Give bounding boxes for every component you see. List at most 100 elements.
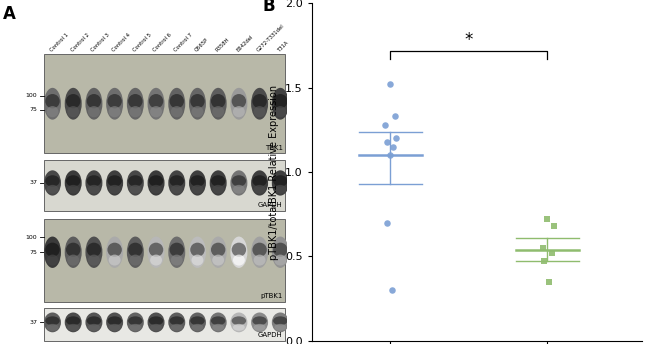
Ellipse shape [170, 243, 184, 257]
Point [389, 114, 400, 119]
Text: TBK1: TBK1 [264, 145, 283, 151]
Ellipse shape [65, 312, 82, 332]
Text: 37: 37 [29, 181, 38, 185]
Ellipse shape [211, 243, 226, 257]
Text: 37: 37 [29, 320, 38, 325]
Ellipse shape [168, 237, 185, 268]
Ellipse shape [253, 255, 266, 266]
Ellipse shape [47, 106, 58, 117]
Ellipse shape [171, 106, 183, 117]
Ellipse shape [86, 170, 102, 196]
Ellipse shape [251, 312, 268, 332]
Ellipse shape [88, 324, 100, 331]
Ellipse shape [88, 185, 100, 194]
Ellipse shape [150, 324, 162, 331]
Text: 100: 100 [26, 93, 38, 98]
Ellipse shape [67, 185, 79, 194]
Ellipse shape [170, 316, 184, 325]
Text: Control 3: Control 3 [90, 32, 111, 52]
Ellipse shape [47, 324, 58, 331]
Text: E642del: E642del [235, 34, 254, 52]
Ellipse shape [231, 312, 248, 332]
Point [537, 245, 548, 250]
Ellipse shape [109, 255, 121, 266]
Ellipse shape [213, 106, 224, 117]
Ellipse shape [108, 243, 122, 257]
Ellipse shape [127, 312, 144, 332]
Ellipse shape [231, 170, 248, 196]
Ellipse shape [251, 170, 268, 196]
Ellipse shape [88, 106, 100, 117]
Ellipse shape [148, 237, 165, 268]
Ellipse shape [66, 94, 80, 108]
Text: 100: 100 [26, 235, 38, 240]
Ellipse shape [47, 255, 58, 266]
Ellipse shape [150, 106, 162, 117]
Ellipse shape [148, 312, 165, 332]
Text: Control 7: Control 7 [173, 32, 194, 52]
Ellipse shape [232, 175, 246, 187]
Ellipse shape [67, 106, 79, 117]
Ellipse shape [168, 312, 185, 332]
Text: 75: 75 [29, 250, 38, 255]
Text: Control 4: Control 4 [111, 32, 132, 52]
Ellipse shape [65, 88, 82, 120]
Ellipse shape [127, 170, 144, 196]
Ellipse shape [148, 170, 165, 196]
Ellipse shape [171, 255, 183, 266]
Text: T31A: T31A [277, 39, 290, 52]
Ellipse shape [189, 237, 206, 268]
Point [544, 279, 554, 284]
Ellipse shape [233, 106, 245, 117]
Ellipse shape [210, 312, 227, 332]
Ellipse shape [44, 170, 61, 196]
Ellipse shape [211, 175, 226, 187]
Ellipse shape [127, 237, 144, 268]
Ellipse shape [67, 255, 79, 266]
Ellipse shape [168, 170, 185, 196]
Ellipse shape [109, 324, 121, 331]
Point [385, 82, 395, 87]
Ellipse shape [191, 175, 205, 187]
Ellipse shape [45, 316, 60, 325]
Ellipse shape [233, 324, 245, 331]
Text: Control 6: Control 6 [152, 32, 173, 52]
Ellipse shape [150, 255, 162, 266]
Ellipse shape [252, 175, 267, 187]
Ellipse shape [130, 255, 141, 266]
Ellipse shape [189, 312, 206, 332]
Point [380, 122, 391, 128]
Ellipse shape [45, 94, 60, 108]
Ellipse shape [108, 175, 122, 187]
Ellipse shape [231, 237, 248, 268]
Ellipse shape [231, 88, 248, 120]
Ellipse shape [47, 185, 58, 194]
Ellipse shape [232, 243, 246, 257]
Ellipse shape [44, 237, 61, 268]
Ellipse shape [189, 88, 206, 120]
Ellipse shape [168, 88, 185, 120]
Text: R358H: R358H [214, 36, 231, 52]
Text: G272-T331del: G272-T331del [256, 23, 286, 52]
Y-axis label: pTBK1/totalBK1 Relative Expression: pTBK1/totalBK1 Relative Expression [270, 84, 279, 260]
Ellipse shape [252, 316, 267, 325]
Ellipse shape [273, 316, 288, 325]
Ellipse shape [149, 94, 163, 108]
Ellipse shape [191, 316, 205, 325]
Ellipse shape [192, 255, 203, 266]
Ellipse shape [213, 324, 224, 331]
Ellipse shape [171, 324, 183, 331]
Ellipse shape [128, 175, 143, 187]
Point [385, 152, 395, 158]
Ellipse shape [87, 175, 101, 187]
Ellipse shape [109, 106, 121, 117]
Ellipse shape [65, 237, 82, 268]
Ellipse shape [233, 255, 245, 266]
Text: Control 5: Control 5 [132, 32, 152, 52]
Ellipse shape [191, 243, 205, 257]
Ellipse shape [88, 255, 100, 266]
Ellipse shape [273, 94, 288, 108]
Ellipse shape [272, 88, 289, 120]
Ellipse shape [106, 88, 123, 120]
Bar [45, 54, 286, 153]
